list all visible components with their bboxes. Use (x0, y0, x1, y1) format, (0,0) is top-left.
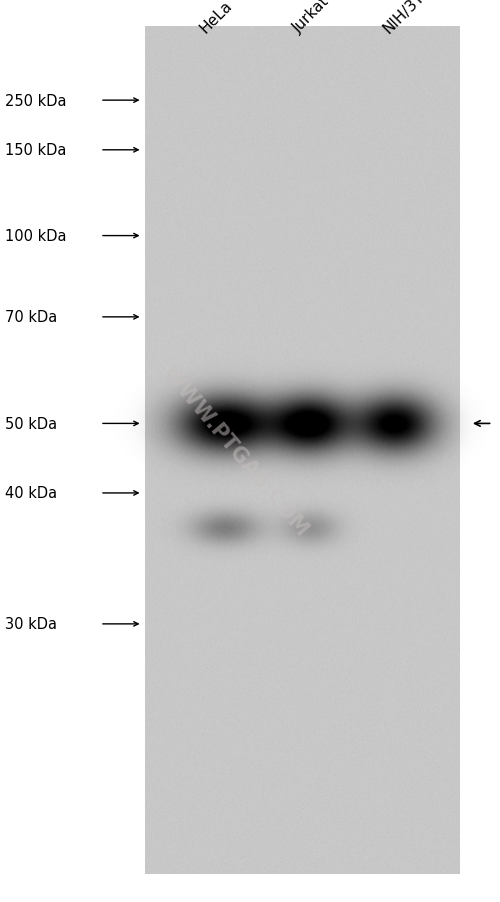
Text: 100 kDa: 100 kDa (5, 229, 66, 244)
Text: 70 kDa: 70 kDa (5, 310, 57, 325)
Text: NIH/3T3: NIH/3T3 (380, 0, 434, 36)
Text: 40 kDa: 40 kDa (5, 486, 57, 501)
Text: 250 kDa: 250 kDa (5, 94, 66, 108)
Text: HeLa: HeLa (198, 0, 235, 36)
Text: 50 kDa: 50 kDa (5, 417, 57, 431)
Text: 30 kDa: 30 kDa (5, 617, 57, 631)
Text: WWW.PTGAB.COM: WWW.PTGAB.COM (158, 363, 312, 539)
Text: 150 kDa: 150 kDa (5, 143, 66, 158)
Text: Jurkat: Jurkat (290, 0, 332, 36)
